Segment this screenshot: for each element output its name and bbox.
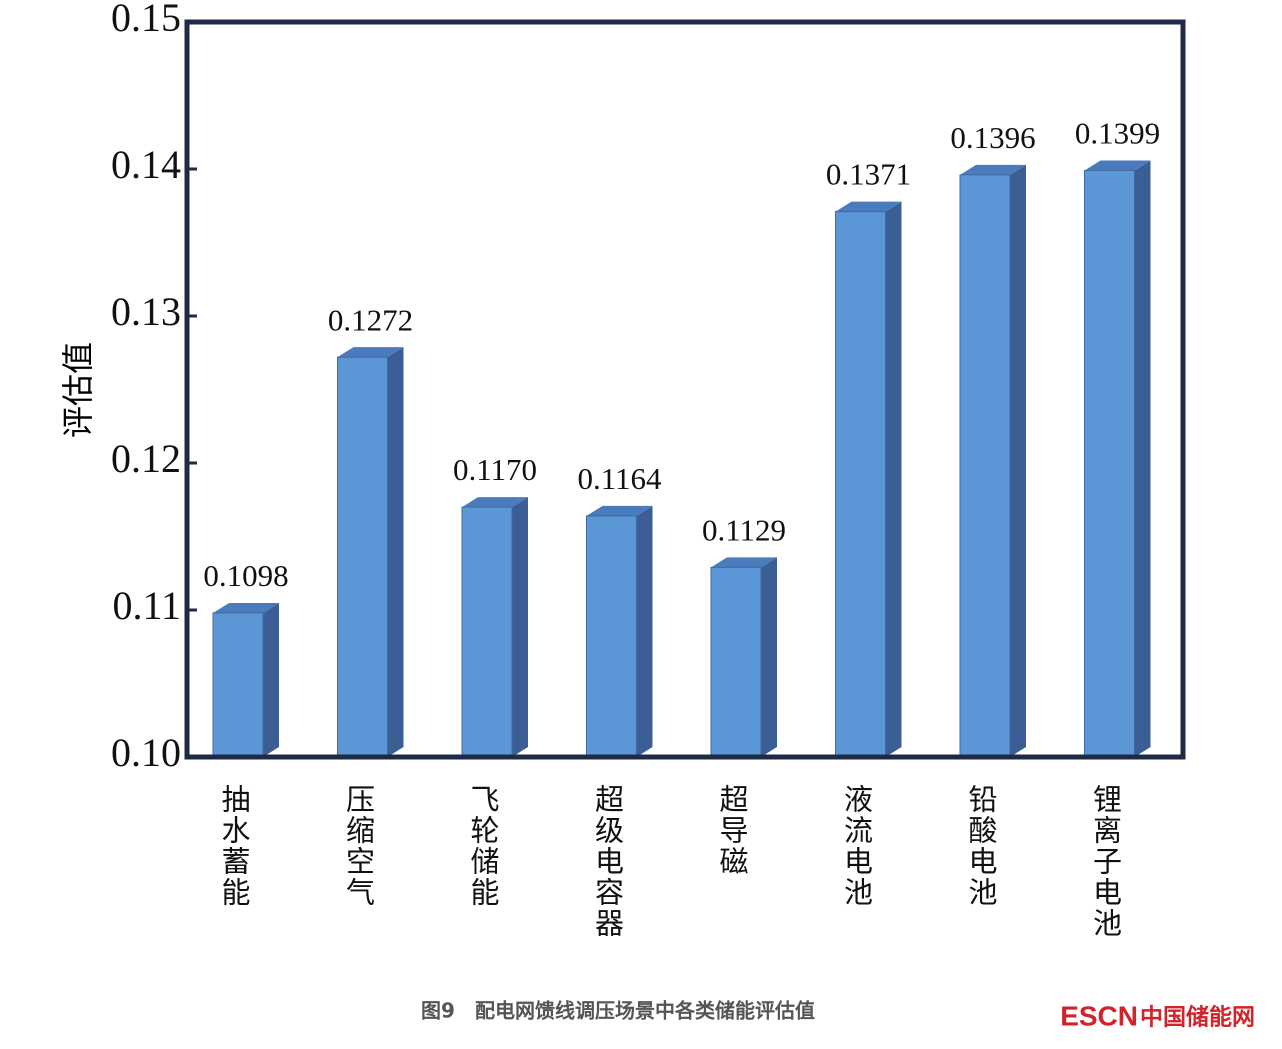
x-tick-label: 超导磁 — [715, 784, 749, 877]
x-tick-label: 液流电池 — [840, 784, 874, 908]
value-label: 0.1098 — [203, 558, 288, 593]
bar — [835, 211, 886, 758]
bar-top — [960, 164, 1026, 175]
bar-top — [835, 201, 902, 212]
bar-side — [761, 557, 777, 757]
bar — [1084, 169, 1135, 758]
x-tick-label: 飞轮储能 — [466, 784, 500, 908]
bar-top — [711, 557, 777, 568]
bar-top — [337, 347, 404, 358]
bar-side — [1010, 164, 1026, 757]
x-tick-label: 压缩空气 — [342, 784, 376, 908]
watermark-brand: ESCN — [1060, 1000, 1138, 1031]
bar — [586, 515, 637, 758]
value-label: 0.1399 — [1075, 116, 1160, 151]
y-axis-label: 评估值 — [59, 342, 97, 438]
y-tick-label: 0.12 — [111, 436, 181, 481]
y-tick-label: 0.11 — [112, 583, 181, 628]
bar-top — [213, 602, 279, 613]
bar — [710, 566, 762, 758]
bar-side — [263, 602, 279, 757]
bar — [959, 174, 1011, 758]
watermark-site: 中国储能网 — [1140, 1004, 1255, 1031]
bar-side — [636, 505, 653, 757]
y-tick-label: 0.15 — [111, 0, 181, 40]
value-label: 0.1129 — [702, 512, 786, 547]
bar — [212, 612, 264, 758]
x-tick-label: 锂离子电池 — [1089, 784, 1123, 939]
value-label: 0.1396 — [950, 120, 1035, 155]
bar-top — [462, 497, 528, 508]
bar-side — [1134, 160, 1151, 758]
bar-top — [586, 505, 653, 516]
x-tick-label: 超级电容器 — [591, 784, 625, 939]
bar-side — [387, 347, 404, 757]
bar-side — [885, 201, 902, 757]
x-tick-label: 铅酸电池 — [964, 784, 998, 908]
caption: 图9 配电网馈线调压场景中各类储能评估值 — [421, 999, 815, 1023]
x-tick-label: 抽水蓄能 — [217, 784, 251, 908]
y-tick-label: 0.13 — [111, 289, 181, 334]
value-label: 0.1371 — [826, 157, 911, 192]
value-label: 0.1170 — [453, 452, 537, 487]
bar — [337, 356, 388, 758]
bar-side — [512, 497, 528, 757]
y-tick-label: 0.10 — [111, 730, 181, 775]
value-label: 0.1164 — [577, 461, 662, 496]
value-label: 0.1272 — [328, 302, 413, 337]
y-tick-label: 0.14 — [111, 142, 181, 187]
bar — [461, 506, 513, 758]
bar-top — [1084, 160, 1151, 171]
